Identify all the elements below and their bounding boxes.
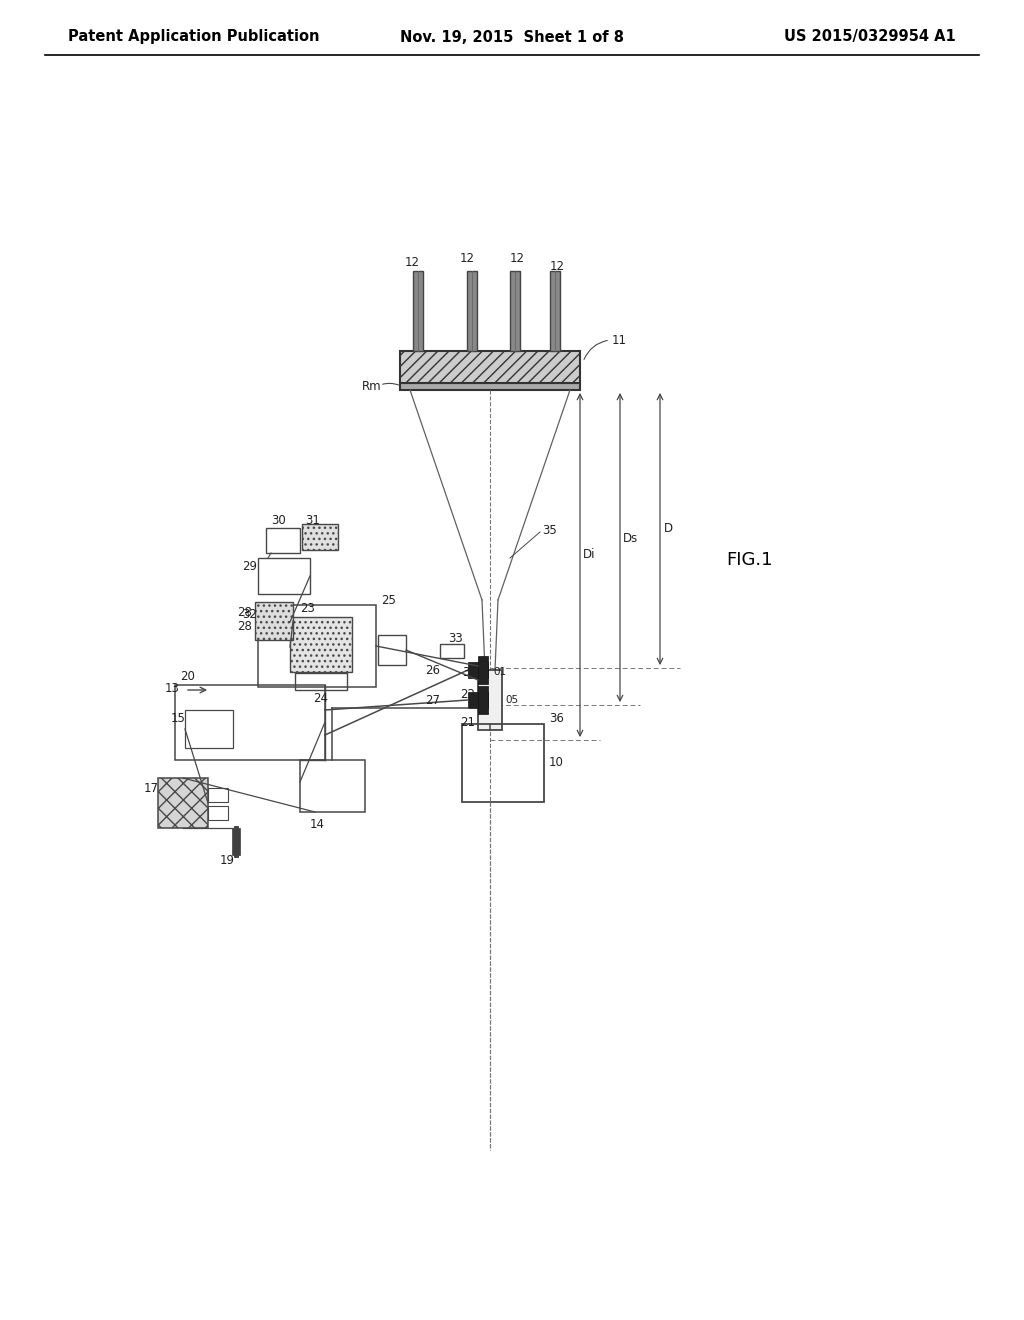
Text: 33: 33 [449,631,463,644]
Bar [295,673,347,690]
Bar [478,686,488,714]
Text: 30: 30 [271,513,286,527]
Text: 05: 05 [505,696,518,705]
Bar [468,663,488,678]
Bar [413,271,423,351]
Text: 36: 36 [549,713,564,726]
Text: US 2015/0329954 A1: US 2015/0329954 A1 [784,29,956,45]
Bar [467,271,477,351]
Text: 31: 31 [305,513,319,527]
Bar [468,692,488,708]
Bar [510,271,520,351]
Text: 17: 17 [144,781,159,795]
Text: 34: 34 [462,665,477,678]
Bar [478,671,502,730]
Bar [300,760,365,812]
Text: 27: 27 [425,693,440,706]
Text: Rm: Rm [362,380,382,392]
Text: 12: 12 [406,256,420,269]
Text: Patent Application Publication: Patent Application Publication [68,29,319,45]
Text: 23: 23 [300,602,314,615]
Text: 32: 32 [242,609,257,622]
Text: 14: 14 [310,817,325,830]
Text: 35: 35 [542,524,557,536]
Text: 22: 22 [460,689,475,701]
Text: 24: 24 [313,692,328,705]
Text: 21: 21 [460,715,475,729]
Text: D: D [664,523,673,536]
Bar [208,788,228,803]
Bar [158,777,208,828]
Text: Di: Di [583,549,596,561]
Text: 01: 01 [493,667,506,677]
Text: 28: 28 [237,619,252,632]
Text: 13: 13 [165,681,180,694]
Bar [400,351,580,383]
Text: Nov. 19, 2015  Sheet 1 of 8: Nov. 19, 2015 Sheet 1 of 8 [400,29,624,45]
Bar [175,685,325,760]
Bar [478,656,488,684]
Text: 28: 28 [237,606,252,619]
Bar [266,528,300,553]
Bar [185,710,233,748]
Bar [290,616,352,672]
Text: FIG.1: FIG.1 [727,550,773,569]
Text: 26: 26 [425,664,440,676]
Bar [232,828,240,855]
Text: 12: 12 [510,252,525,265]
Bar [258,605,376,686]
Bar [550,271,560,351]
Text: 20: 20 [180,671,195,684]
Bar [462,723,544,803]
Text: 12: 12 [460,252,475,265]
Text: Ds: Ds [623,532,638,544]
Text: 11: 11 [612,334,627,346]
Text: 10: 10 [549,756,564,770]
Bar [400,383,580,389]
Text: 12: 12 [550,260,565,272]
Bar [255,602,293,640]
Text: 25: 25 [381,594,396,607]
Bar [440,644,464,657]
Bar [208,807,228,820]
Bar [302,524,338,550]
Text: 15: 15 [171,711,186,725]
Text: 19: 19 [220,854,234,866]
Bar [378,635,406,665]
Text: 29: 29 [242,560,257,573]
Bar [258,558,310,594]
